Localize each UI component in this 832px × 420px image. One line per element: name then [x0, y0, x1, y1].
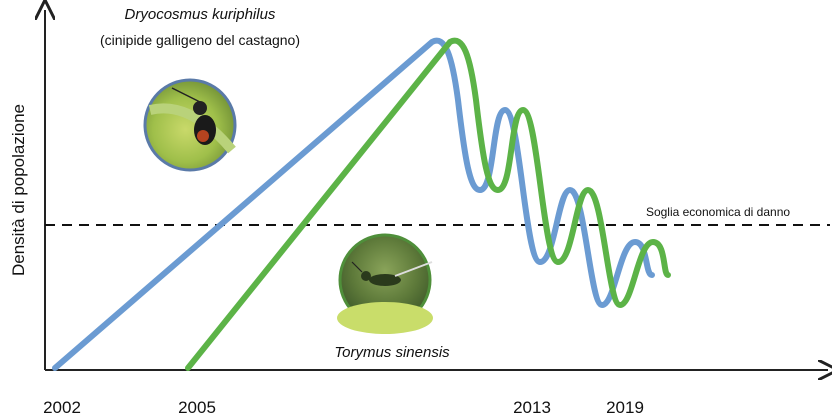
parasitoid-label: Torymus sinensis: [334, 344, 450, 361]
diagram: Densità di popolazione Soglia economica …: [0, 0, 832, 420]
threshold-label: Soglia economica di danno: [646, 205, 790, 219]
x-label: 2002: [43, 398, 81, 417]
parasitoid-photo: [337, 235, 433, 334]
pest-photo: [145, 80, 235, 170]
x-label: 2013: [513, 398, 551, 417]
x-label: 2005: [178, 398, 216, 417]
subtitle: (cinipide galligeno del castagno): [100, 32, 300, 48]
title: Dryocosmus kuriphilus: [125, 6, 276, 23]
y-axis-label: Densità di popolazione: [9, 104, 28, 276]
x-label: 2019: [606, 398, 644, 417]
